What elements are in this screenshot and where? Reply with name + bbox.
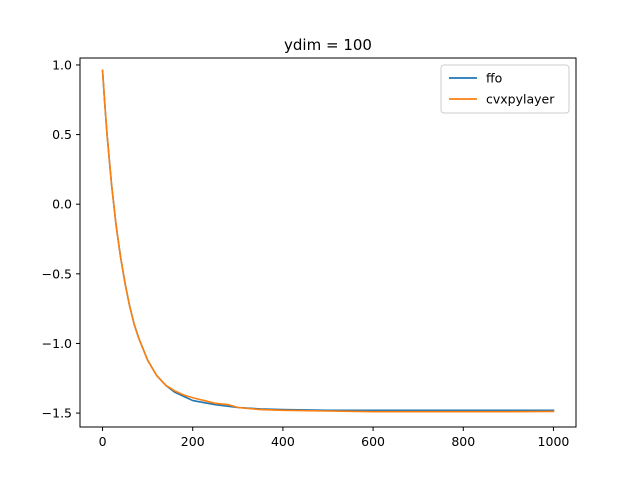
legend-label-cvxpylayer: cvxpylayer xyxy=(486,92,555,107)
x-tick-label: 400 xyxy=(271,434,295,449)
y-tick-label: −0.5 xyxy=(42,266,72,281)
x-tick-label: 200 xyxy=(181,434,205,449)
y-tick-label: −1.5 xyxy=(42,406,72,421)
legend: ffo cvxpylayer xyxy=(440,64,570,114)
plot-area xyxy=(79,57,577,428)
y-tick-label: 1.0 xyxy=(52,57,72,72)
y-tick-label: 0.5 xyxy=(52,127,72,142)
x-tick-label: 1000 xyxy=(538,434,570,449)
chart-title: ydim = 100 xyxy=(284,36,372,54)
series-line-cvxpylayer xyxy=(101,69,555,413)
x-axis: 0 200 400 600 800 1000 xyxy=(99,427,570,449)
legend-box xyxy=(440,64,570,114)
x-tick-label: 0 xyxy=(99,434,107,449)
x-tick-label: 600 xyxy=(361,434,385,449)
legend-label-ffo: ffo xyxy=(486,71,502,86)
y-tick-label: 0.0 xyxy=(52,197,72,212)
y-tick-label: −1.0 xyxy=(42,336,72,351)
axes-frame xyxy=(79,57,577,428)
x-tick-label: 800 xyxy=(451,434,475,449)
y-axis: −1.5 −1.0 −0.5 0.0 0.5 1.0 xyxy=(42,57,80,421)
series-layer xyxy=(101,69,555,413)
